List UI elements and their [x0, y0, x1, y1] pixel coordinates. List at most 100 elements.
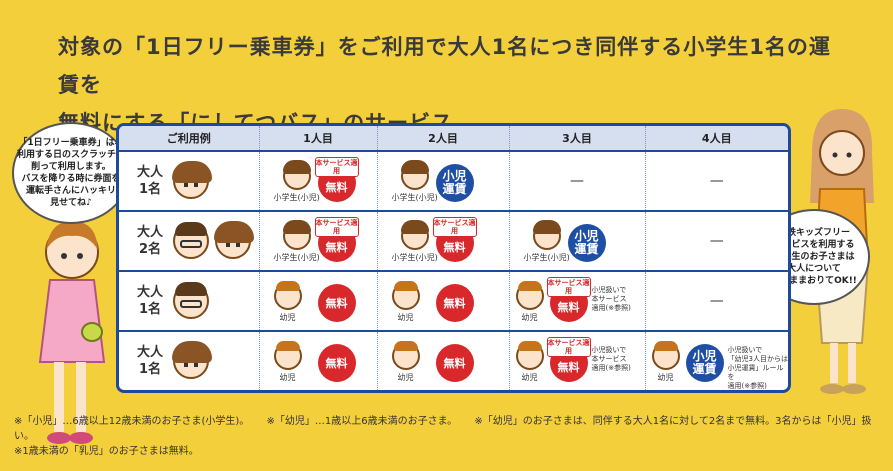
service-applied-tag: 本サービス適用: [546, 277, 591, 298]
right-bubble-line: 大人について: [787, 264, 841, 274]
child-face-icon: [515, 341, 544, 371]
child-face-icon: [282, 160, 311, 190]
child-type-label: 小学生(小児): [523, 253, 570, 263]
left-bubble-line: 見せてね♪: [50, 198, 92, 208]
table-row: 大人 1名 幼児 無料 幼児 無料 幼児 本サービス適用 無料 小児扱いで 本サービス 適用(※…: [119, 271, 788, 333]
adult-face-icon: [173, 282, 209, 320]
adult-face-icon: [173, 222, 209, 260]
child-face-icon: [515, 281, 544, 311]
footnote-baby: ※1歳未満の「乳児」のお子さまは無料。: [14, 446, 199, 457]
free-badge: 無料: [435, 284, 474, 323]
child-type-label: 小学生(小児): [391, 253, 438, 263]
badge-text: 無料: [443, 240, 466, 254]
free-badge: 本サービス適用 無料: [314, 217, 359, 263]
free-badge: 本サービス適用 無料: [546, 277, 591, 323]
badge-text: 無料: [325, 240, 348, 254]
table-row: 大人 1名 幼児 無料 幼児 無料 幼児 本サービス適用 無料 小児扱いで 本サービス 適用(※…: [119, 331, 788, 390]
badge-text: 小児 運賃: [574, 229, 599, 257]
footnote-child: ※「小児」…6歳以上12歳未満のお子さま(小学生)。: [14, 416, 250, 427]
passenger-cell: 幼児 無料: [259, 271, 378, 333]
passenger-cell: 小学生(小児) 小児 運賃: [509, 211, 646, 273]
passenger-cell: —: [645, 151, 788, 213]
free-badge: 本サービス適用 無料: [432, 217, 477, 263]
table-row: 大人 1名 小学生(小児) 本サービス適用 無料 小学生(小児) 小児 運賃 — —: [119, 151, 788, 213]
badge-text: 無料: [325, 296, 348, 310]
usage-example-cell: 大人 1名: [119, 331, 260, 390]
left-bubble-line: 削って利用します。: [31, 162, 111, 172]
service-applied-tag: 本サービス適用: [314, 157, 359, 177]
child-face-icon: [532, 220, 561, 251]
badge-text: 無料: [443, 296, 466, 310]
child-type-label: 幼児: [279, 313, 296, 323]
usage-example-cell: 大人 2名: [119, 211, 260, 273]
free-badge: 本サービス適用 無料: [314, 157, 359, 202]
fare-table: ご利用例 1人目 2人目 3人目 4人目 大人 1名 小学生(小児) 本サービス適用…: [116, 123, 791, 393]
service-applied-tag: 本サービス適用: [432, 217, 477, 238]
passenger-cell: 幼児 本サービス適用 無料 小児扱いで 本サービス 適用(※参照): [509, 331, 646, 390]
child-face-icon: [273, 281, 302, 311]
child-type-label: 幼児: [397, 373, 414, 383]
badge-text: 小児 運賃: [692, 349, 717, 377]
usage-example-cell: 大人 1名: [119, 151, 260, 213]
adult-face-icon: [214, 221, 254, 260]
passenger-cell: 幼児 無料: [259, 331, 378, 390]
adult-count-label: 大人 1名: [136, 345, 163, 378]
passenger-cell: 小学生(小児) 本サービス適用 無料: [377, 211, 510, 273]
header-fourth: 4人目: [645, 126, 788, 152]
usage-example-cell: 大人 1名: [119, 271, 260, 333]
free-badge: 無料: [317, 284, 356, 323]
free-badge: 無料: [435, 344, 474, 383]
passenger-cell: 小学生(小児) 小児 運賃: [377, 151, 510, 213]
child-face-icon: [273, 341, 302, 371]
right-bubble-line: 小学生のお子さまは: [773, 252, 855, 262]
service-applied-tag: 本サービス適用: [314, 217, 359, 238]
child-type-label: 小学生(小児): [273, 253, 320, 263]
badge-text: 小児 運賃: [442, 169, 467, 196]
adult-count-label: 大人 1名: [136, 285, 163, 318]
passenger-cell: 幼児 小児 運賃 小児扱いで 「幼児3人目からは 小児運賃」ルールを 適用(※参照): [645, 331, 788, 390]
child-face-icon: [400, 160, 429, 190]
free-badge: 無料: [317, 344, 356, 383]
badge-text: 無料: [443, 356, 466, 370]
cell-note: 小児扱いで 「幼児3人目からは 小児運賃」ルールを 適用(※参照): [727, 346, 788, 391]
child-type-label: 小学生(小児): [391, 193, 438, 202]
child-type-label: 幼児: [521, 313, 538, 323]
cell-note: 小児扱いで 本サービス 適用(※参照): [591, 286, 631, 313]
right-bubble-line: 西鉄キッズフリー: [777, 228, 850, 238]
child-type-label: 幼児: [397, 313, 414, 323]
passenger-cell: 小学生(小児) 本サービス適用 無料: [259, 211, 378, 273]
headline-line-1: 対象の「1日フリー乗車券」をご利用で大人1名につき同伴する小学生1名の運賃を: [58, 35, 831, 97]
adult-count-label: 大人 2名: [136, 225, 163, 258]
footnotes: ※「小児」…6歳以上12歳未満のお子さま(小学生)。 ※「幼児」…1歳以上6歳未…: [14, 414, 884, 459]
footnote-infant: ※「幼児」…1歳以上6歳未満のお子さま。: [266, 416, 458, 427]
child-type-label: 幼児: [521, 373, 538, 383]
child-fare-badge: 小児 運賃: [435, 164, 474, 202]
left-bubble-line: バスを降りる時に券面を: [21, 174, 121, 184]
passenger-cell: —: [645, 211, 788, 273]
right-bubble-line: サービスを利用する: [773, 240, 855, 250]
left-bubble-line: 利用する日のスクラッチを: [16, 150, 125, 160]
header-usage-example: ご利用例: [119, 126, 260, 152]
passenger-cell: 幼児 無料: [377, 271, 510, 333]
left-speech-bubble: 「1日フリー乗車券」は、 利用する日のスクラッチを 削って利用します。 バスを降…: [12, 122, 130, 224]
cell-note: 小児扱いで 本サービス 適用(※参照): [591, 346, 631, 373]
passenger-cell: 幼児 本サービス適用 無料 小児扱いで 本サービス 適用(※参照): [509, 271, 646, 333]
adult-face-icon: [172, 341, 212, 380]
child-type-label: 小学生(小児): [273, 193, 320, 202]
left-bubble-line: 運転手さんにハッキリ: [25, 186, 116, 196]
header-second: 2人目: [377, 126, 510, 152]
adult-face-icon: [172, 161, 212, 200]
child-face-icon: [651, 341, 680, 371]
service-applied-tag: 本サービス適用: [546, 337, 591, 358]
badge-text: 無料: [557, 300, 580, 314]
passenger-cell: —: [645, 271, 788, 333]
right-bubble-line: そのままおりてOK!!: [771, 276, 857, 286]
passenger-cell: 小学生(小児) 本サービス適用 無料: [259, 151, 378, 213]
free-badge: 本サービス適用 無料: [546, 337, 591, 383]
child-type-label: 幼児: [279, 373, 296, 383]
child-face-icon: [400, 220, 429, 251]
child-face-icon: [391, 281, 420, 311]
left-bubble-line: 「1日フリー乗車券」は、: [18, 138, 124, 148]
child-fare-badge: 小児 運賃: [685, 344, 724, 383]
child-face-icon: [391, 341, 420, 371]
